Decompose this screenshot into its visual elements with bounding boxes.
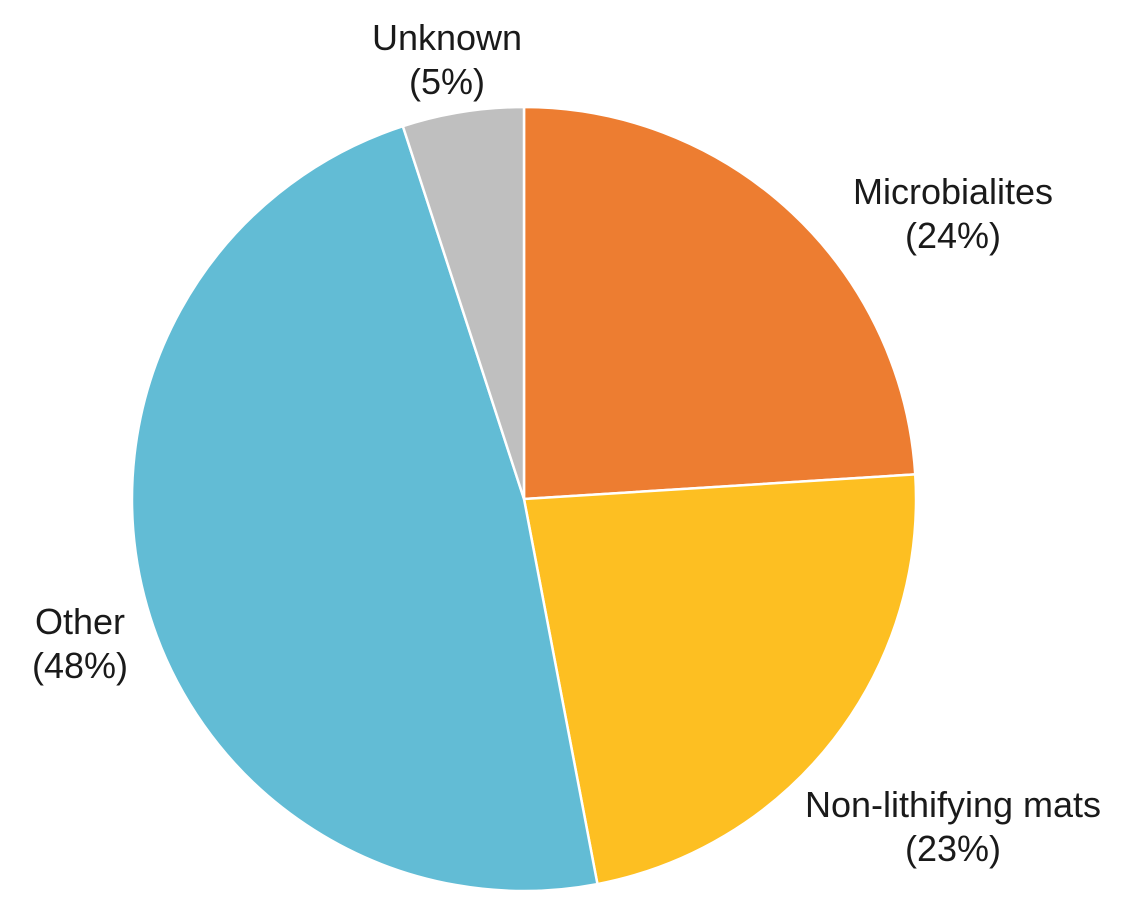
label-non-lithifying-mats-pct: (23%) [904,828,1002,869]
label-other-pct: (48%) [31,645,129,686]
slice-other [130,124,599,893]
label-other-name: Other [34,601,126,642]
slice-unknown [401,105,526,501]
slice-non-lithifying-mats [522,473,918,886]
label-microbialites-name: Microbialites [852,171,1054,212]
label-other: Other (48%) [32,600,128,688]
label-microbialites-pct: (24%) [904,215,1002,256]
label-non-lithifying-mats: Non-lithifying mats (23%) [805,783,1101,871]
label-non-lithifying-mats-name: Non-lithifying mats [804,784,1102,825]
slice-microbialites [522,105,917,501]
label-unknown: Unknown (5%) [372,16,522,104]
label-microbialites: Microbialites (24%) [853,170,1053,258]
label-unknown-pct: (5%) [408,61,485,102]
label-unknown-name: Unknown [371,17,523,58]
